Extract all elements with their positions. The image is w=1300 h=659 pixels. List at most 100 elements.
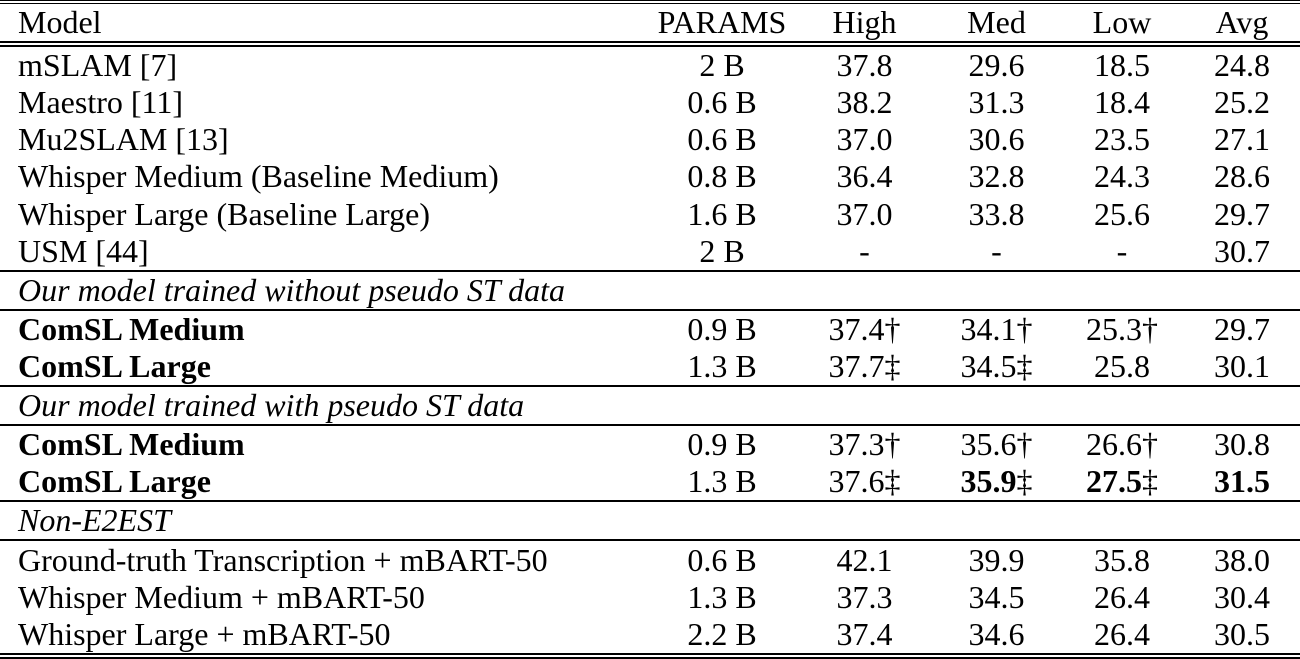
cell-value: 27.5 xyxy=(1086,463,1142,500)
cell-value: - xyxy=(991,232,1002,269)
cell-value: 30.7 xyxy=(1214,232,1270,269)
cell-value: 2 B xyxy=(699,232,745,269)
cell-low: 25.3† xyxy=(1060,310,1184,348)
dagger-mark: † xyxy=(884,310,901,347)
cell-model: ComSL Medium xyxy=(0,425,648,463)
cell-high: 37.3† xyxy=(796,425,933,463)
cell-value: 35.8 xyxy=(1094,541,1150,578)
cell-value: ComSL Medium xyxy=(18,310,245,347)
cell-low: 26.4 xyxy=(1060,579,1184,616)
cell-high: 37.4 xyxy=(796,616,933,656)
dagger-mark: ‡ xyxy=(1016,463,1033,500)
dagger-mark: ‡ xyxy=(1142,463,1158,500)
cell-value: 1.6 B xyxy=(687,195,757,232)
table-row: ComSL Medium 0.9 B 37.3† 35.6† 26.6† 30.8 xyxy=(0,425,1300,463)
cell-high: 38.2 xyxy=(796,84,933,121)
cell-value: Whisper Large + mBART-50 xyxy=(18,615,391,652)
cell-high: 37.4† xyxy=(796,310,933,348)
cell-value: 34.5 xyxy=(960,347,1017,384)
cell-params: 1.6 B xyxy=(648,195,796,232)
cell-value: 35.6 xyxy=(960,426,1017,463)
cell-med: 35.6† xyxy=(933,425,1060,463)
cell-value: 37.4 xyxy=(836,615,893,652)
cell-value: 37.8 xyxy=(836,47,893,84)
cell-low: 25.8 xyxy=(1060,348,1184,386)
cell-value: 39.9 xyxy=(968,541,1025,578)
cell-value: 36.4 xyxy=(836,158,893,195)
cell-med: 34.5‡ xyxy=(933,348,1060,386)
dagger-mark: † xyxy=(1016,426,1033,463)
dagger-mark: † xyxy=(1142,426,1158,463)
cell-params: 0.9 B xyxy=(648,425,796,463)
table-row: Whisper Large + mBART-50 2.2 B 37.4 34.6 26.… xyxy=(0,616,1300,656)
cell-value: 26.4 xyxy=(1094,615,1150,652)
cell-low: 27.5‡ xyxy=(1060,463,1184,501)
cell-params: 2 B xyxy=(648,44,796,84)
cell-high: 37.0 xyxy=(796,121,933,158)
column-header-model: Model xyxy=(18,4,102,40)
dagger-mark: ‡ xyxy=(884,347,901,384)
cell-high: 37.3 xyxy=(796,579,933,616)
cell-value: 29.6 xyxy=(968,47,1025,84)
cell-params: 2 B xyxy=(648,233,796,271)
cell-low: 18.5 xyxy=(1060,44,1184,84)
cell-value: 29.7 xyxy=(1214,195,1270,232)
cell-model: ComSL Medium xyxy=(0,310,648,348)
cell-value: - xyxy=(859,232,870,269)
cell-value: 0.6 B xyxy=(687,84,757,121)
cell-value: 34.1 xyxy=(960,310,1017,347)
cell-high: 37.0 xyxy=(796,195,933,232)
cell-low: 24.3 xyxy=(1060,158,1184,195)
cell-med: 35.9‡ xyxy=(933,463,1060,501)
column-header-params: PARAMS xyxy=(657,4,787,40)
cell-params: 1.3 B xyxy=(648,463,796,501)
cell-value: 29.7 xyxy=(1214,310,1270,347)
cell-med: 30.6 xyxy=(933,121,1060,158)
cell-params: 2.2 B xyxy=(648,616,796,656)
cell-params: 0.9 B xyxy=(648,310,796,348)
cell-value: 1.3 B xyxy=(687,578,757,615)
cell-avg: 24.8 xyxy=(1184,44,1300,84)
cell-high: 42.1 xyxy=(796,540,933,578)
dagger-mark: ‡ xyxy=(1016,347,1033,384)
column-header-avg: Avg xyxy=(1215,4,1269,40)
cell-value: 0.6 B xyxy=(687,121,757,158)
cell-value: 38.0 xyxy=(1214,541,1270,578)
header-row: Model PARAMS High Med Low Avg xyxy=(0,2,1300,44)
cell-value: Ground-truth Transcription + mBART-50 xyxy=(18,541,548,578)
cell-value: 27.1 xyxy=(1214,121,1270,158)
cell-value: 0.9 B xyxy=(687,310,757,347)
cell-med: 34.1† xyxy=(933,310,1060,348)
cell-params: 0.6 B xyxy=(648,540,796,578)
cell-value: 37.7 xyxy=(828,347,885,384)
column-header-low: Low xyxy=(1092,4,1152,40)
cell-value: 34.5 xyxy=(968,578,1025,615)
cell-value: 42.1 xyxy=(836,541,893,578)
table-row: ComSL Large 1.3 B 37.6‡ 35.9‡ 27.5‡ 31.5 xyxy=(0,463,1300,501)
cell-value: 0.6 B xyxy=(687,541,757,578)
cell-value: USM [44] xyxy=(18,232,149,269)
table-row: Maestro [11] 0.6 B 38.2 31.3 18.4 25.2 xyxy=(0,84,1300,121)
cell-avg: 30.1 xyxy=(1184,348,1300,386)
section-row: Non-E2EST xyxy=(0,501,1300,541)
cell-value: 34.6 xyxy=(968,615,1025,652)
cell-model: Whisper Large + mBART-50 xyxy=(0,616,648,656)
cell-model: Whisper Medium (Baseline Medium) xyxy=(0,158,648,195)
cell-value: 37.0 xyxy=(836,195,893,232)
cell-value: 23.5 xyxy=(1094,121,1150,158)
cell-model: mSLAM [7] xyxy=(0,44,648,84)
cell-value: 30.6 xyxy=(968,121,1025,158)
cell-model: Mu2SLAM [13] xyxy=(0,121,648,158)
cell-low: 26.4 xyxy=(1060,616,1184,656)
table-row: ComSL Medium 0.9 B 37.4† 34.1† 25.3† 29.7 xyxy=(0,310,1300,348)
cell-value: 30.1 xyxy=(1214,347,1270,384)
table-row: Whisper Medium (Baseline Medium) 0.8 B 36.… xyxy=(0,158,1300,195)
cell-value: 38.2 xyxy=(836,84,893,121)
cell-value: 1.3 B xyxy=(687,463,757,500)
table-row: Whisper Medium + mBART-50 1.3 B 37.3 34.5 26… xyxy=(0,579,1300,616)
cell-avg: 25.2 xyxy=(1184,84,1300,121)
dagger-mark: † xyxy=(1142,310,1158,347)
cell-value: mSLAM [7] xyxy=(18,47,178,84)
cell-value: 2.2 B xyxy=(687,615,757,652)
cell-value: 24.8 xyxy=(1214,47,1270,84)
